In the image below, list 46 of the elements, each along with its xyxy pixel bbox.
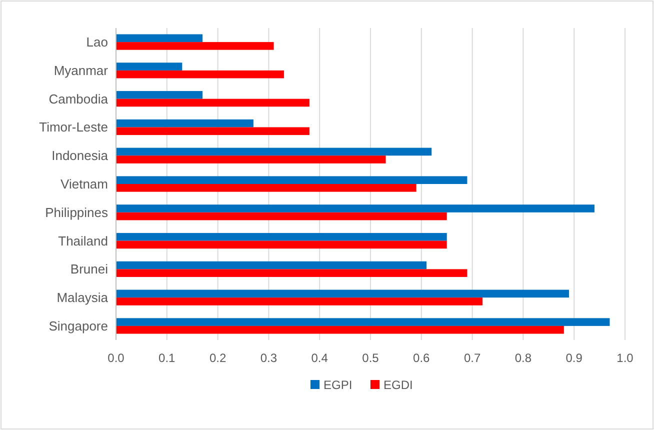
bar — [116, 148, 432, 156]
y-tick-label: Malaysia — [56, 290, 109, 306]
bar — [116, 290, 570, 298]
y-tick-label: Philippines — [45, 204, 108, 220]
bar — [116, 91, 203, 99]
y-tick-label: Thailand — [58, 233, 108, 248]
bar — [116, 204, 594, 212]
bar — [116, 127, 310, 136]
bar — [116, 318, 610, 326]
y-tick-label: Timor-Leste — [39, 120, 108, 135]
x-tick-label: 0.7 — [464, 351, 481, 365]
bar — [116, 184, 416, 192]
bar — [116, 119, 254, 128]
y-tick-label: Singapore — [48, 318, 108, 334]
x-tick-label: 0.3 — [260, 351, 278, 365]
bar — [116, 34, 203, 42]
bar — [116, 269, 468, 277]
y-tick-label: Indonesia — [52, 148, 109, 164]
bar — [116, 176, 468, 184]
x-tick-label: 1.0 — [616, 351, 634, 365]
x-tick-label: 0.6 — [413, 351, 430, 365]
y-tick-label: Brunei — [70, 262, 108, 277]
legend-label: EGDI — [384, 378, 413, 392]
x-tick-label: 0.0 — [108, 351, 125, 365]
bar — [116, 261, 426, 270]
y-tick-label: Cambodia — [48, 91, 109, 106]
x-tick-label: 0.2 — [209, 351, 226, 365]
bar — [116, 156, 386, 164]
bar — [116, 298, 482, 306]
y-tick-label: Vietnam — [60, 176, 108, 192]
x-tick-label: 0.4 — [311, 351, 328, 365]
y-tick-label: Lao — [86, 34, 108, 50]
bar — [116, 326, 564, 334]
x-tick-label: 0.9 — [566, 351, 583, 365]
legend-label: EGPI — [324, 378, 352, 392]
y-tick-label: Myanmar — [54, 62, 109, 78]
bar — [116, 62, 182, 70]
bar — [116, 212, 447, 220]
bar — [116, 98, 310, 107]
x-tick-label: 0.1 — [158, 351, 176, 365]
x-tick-label: 0.5 — [362, 351, 380, 365]
bar — [116, 240, 447, 249]
bar — [116, 232, 447, 241]
x-tick-label: 0.8 — [514, 351, 532, 365]
bar — [116, 70, 284, 78]
bar — [116, 42, 274, 50]
